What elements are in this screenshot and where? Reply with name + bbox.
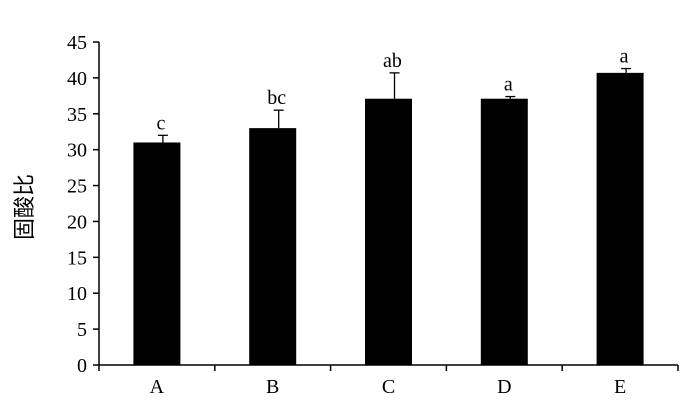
bar-B [249,128,297,365]
y-tick-label: 5 [77,319,87,341]
x-ticks: A B C D E [98,365,679,398]
x-tick-label-B: B [266,376,279,398]
y-tick-label: 40 [67,68,87,90]
y-tick-label: 20 [67,211,87,233]
x-tick-label-E: E [614,376,626,398]
bars: c bc ab a a [133,46,644,366]
bar-D [480,98,528,366]
significance-label-E: a [620,46,629,68]
bar-C [365,98,412,366]
y-tick-label: 45 [67,32,87,54]
y-ticks: 0 5 10 15 20 25 30 35 40 45 [67,32,99,377]
y-tick-label: 35 [67,104,87,126]
bar-A [133,142,181,365]
y-tick-label: 10 [67,283,87,305]
significance-label-C: ab [383,50,402,72]
x-tick-label-A: A [150,376,165,398]
significance-label-B: bc [267,87,286,109]
y-axis-label: 固酸比 [13,174,38,240]
significance-label-D: a [504,74,513,96]
y-tick-label: 30 [67,140,87,162]
x-tick-label-D: D [497,376,511,398]
y-tick-label: 0 [77,355,87,377]
y-tick-label: 25 [67,176,87,198]
significance-label-A: c [156,112,165,134]
y-tick-label: 15 [67,247,87,269]
x-tick-label-C: C [382,376,395,398]
bar-E [596,72,644,365]
